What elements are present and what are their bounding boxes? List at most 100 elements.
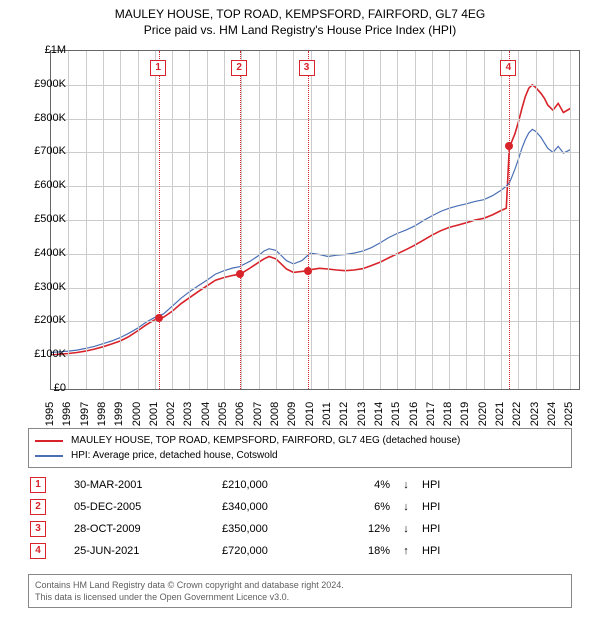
legend-label-2: HPI: Average price, detached house, Cots… xyxy=(71,448,278,463)
event-marker-box: 4 xyxy=(500,60,516,76)
footer-line2: This data is licensed under the Open Gov… xyxy=(35,591,565,603)
x-axis-label: 2011 xyxy=(321,402,333,426)
event-arrow-icon: ↓ xyxy=(398,523,414,535)
event-arrow-icon: ↓ xyxy=(398,501,414,513)
gridline-v xyxy=(189,51,190,389)
x-axis-label: 2018 xyxy=(442,402,454,426)
gridline-v xyxy=(570,51,571,389)
x-axis-label: 2023 xyxy=(529,402,541,426)
x-axis-label: 2001 xyxy=(148,402,160,426)
event-date: 28-OCT-2009 xyxy=(74,523,214,535)
gridline-v xyxy=(138,51,139,389)
event-marker-box: 3 xyxy=(299,60,315,76)
event-id-box: 3 xyxy=(30,521,46,537)
x-axis-label: 2021 xyxy=(494,402,506,426)
event-arrow-icon: ↓ xyxy=(398,479,414,491)
transaction-marker xyxy=(155,314,163,322)
x-axis-label: 2025 xyxy=(563,402,575,426)
event-marker-line xyxy=(240,51,241,389)
gridline-v xyxy=(86,51,87,389)
y-axis-label: £100K xyxy=(26,348,66,360)
y-axis-label: £500K xyxy=(26,213,66,225)
event-row: 425-JUN-2021£720,00018%↑HPI xyxy=(28,540,572,562)
event-id-box: 4 xyxy=(30,543,46,559)
x-axis-label: 2007 xyxy=(252,402,264,426)
gridline-v xyxy=(172,51,173,389)
x-axis-label: 2024 xyxy=(546,402,558,426)
event-marker-line xyxy=(308,51,309,389)
x-axis-label: 2015 xyxy=(390,402,402,426)
event-price: £340,000 xyxy=(222,501,332,513)
event-pct: 18% xyxy=(340,545,390,557)
title-line1: MAULEY HOUSE, TOP ROAD, KEMPSFORD, FAIRF… xyxy=(0,6,600,22)
chart-plot-area xyxy=(50,50,580,390)
legend-swatch-blue xyxy=(35,455,63,457)
event-id-box: 2 xyxy=(30,499,46,515)
x-axis-label: 2014 xyxy=(373,402,385,426)
gridline-v xyxy=(380,51,381,389)
gridline-h xyxy=(51,152,579,153)
x-axis-label: 1998 xyxy=(96,402,108,426)
x-axis-label: 2012 xyxy=(338,402,350,426)
legend-box: MAULEY HOUSE, TOP ROAD, KEMPSFORD, FAIRF… xyxy=(28,428,572,468)
event-pct: 4% xyxy=(340,479,390,491)
events-table: 130-MAR-2001£210,0004%↓HPI205-DEC-2005£3… xyxy=(28,474,572,562)
event-marker-line xyxy=(509,51,510,389)
x-axis-label: 2017 xyxy=(425,402,437,426)
gridline-v xyxy=(466,51,467,389)
event-date: 30-MAR-2001 xyxy=(74,479,214,491)
x-axis-label: 1996 xyxy=(61,402,73,426)
y-axis-label: £400K xyxy=(26,247,66,259)
event-suffix: HPI xyxy=(422,545,452,557)
event-arrow-icon: ↑ xyxy=(398,545,414,557)
x-axis-label: 2010 xyxy=(304,402,316,426)
event-date: 05-DEC-2005 xyxy=(74,501,214,513)
y-axis-label: £700K xyxy=(26,145,66,157)
event-marker-box: 1 xyxy=(150,60,166,76)
y-axis-label: £1M xyxy=(26,44,66,56)
y-axis-label: £300K xyxy=(26,281,66,293)
x-axis-label: 2006 xyxy=(234,402,246,426)
y-axis-label: £900K xyxy=(26,78,66,90)
event-row: 130-MAR-2001£210,0004%↓HPI xyxy=(28,474,572,496)
event-price: £350,000 xyxy=(222,523,332,535)
footer-box: Contains HM Land Registry data © Crown c… xyxy=(28,574,572,608)
gridline-v xyxy=(68,51,69,389)
gridline-h xyxy=(51,85,579,86)
gridline-v xyxy=(207,51,208,389)
event-suffix: HPI xyxy=(422,501,452,513)
footer-line1: Contains HM Land Registry data © Crown c… xyxy=(35,579,565,591)
x-axis-label: 2019 xyxy=(459,402,471,426)
x-axis-label: 2016 xyxy=(408,402,420,426)
gridline-v xyxy=(120,51,121,389)
y-axis-label: £0 xyxy=(26,382,66,394)
x-axis-label: 1999 xyxy=(113,402,125,426)
gridline-v xyxy=(553,51,554,389)
y-axis-label: £800K xyxy=(26,112,66,124)
gridline-h xyxy=(51,321,579,322)
gridline-v xyxy=(484,51,485,389)
legend-item-1: MAULEY HOUSE, TOP ROAD, KEMPSFORD, FAIRF… xyxy=(35,433,565,448)
gridline-h xyxy=(51,288,579,289)
gridline-v xyxy=(328,51,329,389)
gridline-v xyxy=(449,51,450,389)
event-marker-box: 2 xyxy=(231,60,247,76)
x-axis-label: 2003 xyxy=(182,402,194,426)
gridline-h xyxy=(51,220,579,221)
gridline-v xyxy=(241,51,242,389)
y-axis-label: £600K xyxy=(26,179,66,191)
legend-swatch-red xyxy=(35,440,63,442)
x-axis-label: 2000 xyxy=(131,402,143,426)
title-block: MAULEY HOUSE, TOP ROAD, KEMPSFORD, FAIRF… xyxy=(0,0,600,38)
event-marker-line xyxy=(159,51,160,389)
transaction-marker xyxy=(304,267,312,275)
x-axis-label: 1997 xyxy=(79,402,91,426)
event-price: £210,000 xyxy=(222,479,332,491)
gridline-h xyxy=(51,119,579,120)
legend-item-2: HPI: Average price, detached house, Cots… xyxy=(35,448,565,463)
event-suffix: HPI xyxy=(422,479,452,491)
gridline-v xyxy=(397,51,398,389)
x-axis-label: 2002 xyxy=(165,402,177,426)
gridline-h xyxy=(51,355,579,356)
x-axis-label: 2020 xyxy=(477,402,489,426)
